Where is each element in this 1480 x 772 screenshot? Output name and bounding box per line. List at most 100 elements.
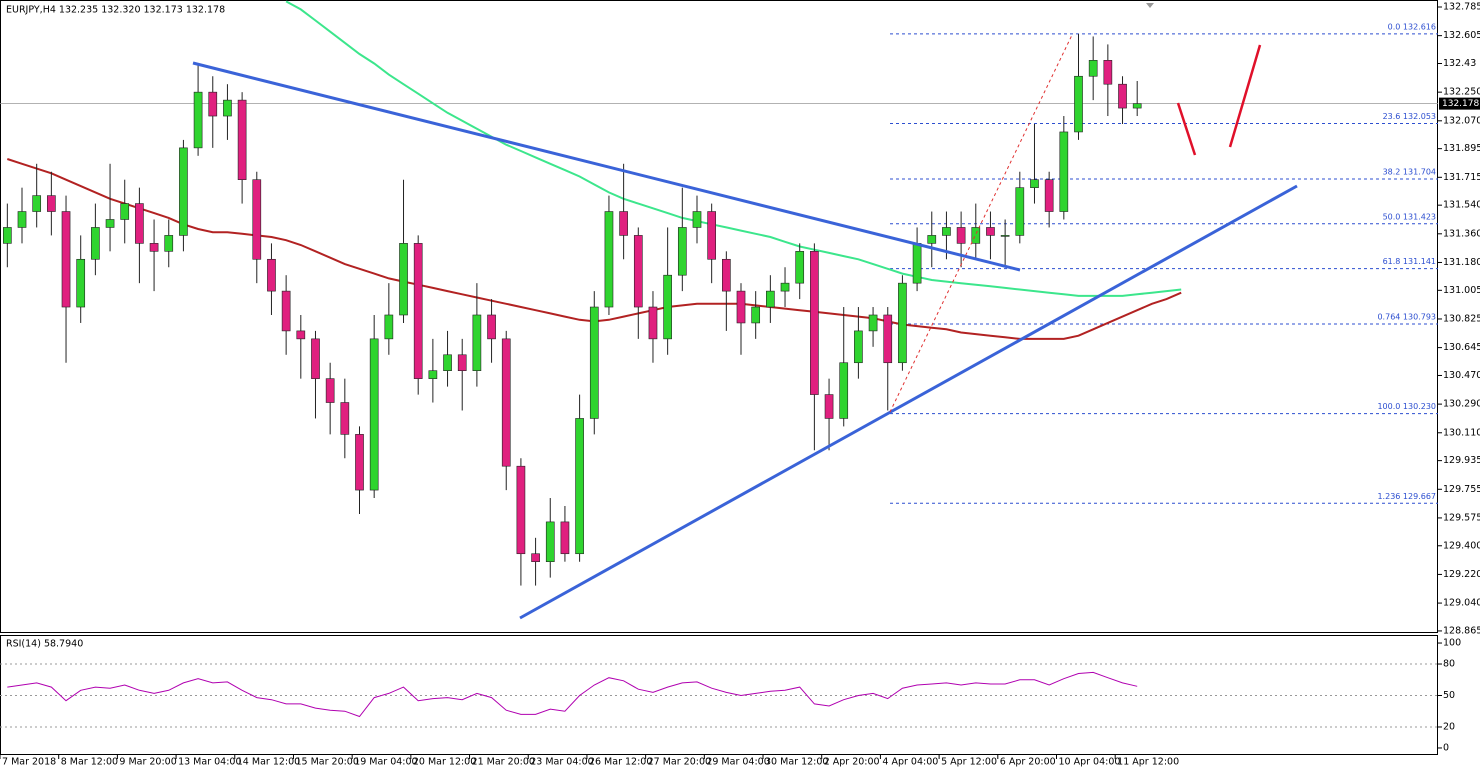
y-tick-label: 131.895 xyxy=(1443,143,1480,154)
candle-body xyxy=(956,227,966,244)
fib-label: 23.6 132.053 xyxy=(1383,112,1436,121)
candle-body xyxy=(311,338,320,379)
x-tick-label: 30 Mar 12:00 xyxy=(765,757,828,768)
y-tick-label: 131.180 xyxy=(1443,257,1480,268)
candle-body xyxy=(1000,235,1010,237)
y-tick-label: 132.785 xyxy=(1443,2,1480,13)
rsi-tick-label: 100 xyxy=(1443,638,1461,649)
candle-body xyxy=(663,274,672,340)
y-tick-label: 130.470 xyxy=(1443,370,1480,381)
candle-body xyxy=(722,258,731,292)
arrow-sketch xyxy=(1228,44,1262,148)
candle-body xyxy=(560,521,570,555)
candle-body xyxy=(384,314,394,340)
y-tick-label: 131.540 xyxy=(1443,200,1480,211)
y-tick-label: 131.360 xyxy=(1443,228,1480,239)
x-tick-label: 29 Mar 04:00 xyxy=(706,757,769,768)
x-tick-label: 13 Mar 04:00 xyxy=(178,757,241,768)
candle-body xyxy=(692,211,702,228)
fib-label: 100.0 130.230 xyxy=(1377,402,1436,411)
fib-label: 50.0 131.423 xyxy=(1383,212,1436,221)
trend-line xyxy=(519,184,1298,620)
candle-body xyxy=(193,91,203,149)
candle-body xyxy=(223,99,232,117)
candle-body xyxy=(751,306,761,324)
x-tick-label: 9 Mar 20:00 xyxy=(119,757,176,768)
fib-label: 0.764 130.793 xyxy=(1377,313,1436,322)
x-tick-label: 6 Apr 20:00 xyxy=(1000,757,1056,768)
candle-body xyxy=(472,314,482,371)
candle-body xyxy=(267,258,276,292)
x-tick-label: 19 Mar 04:00 xyxy=(354,757,417,768)
candle-body xyxy=(1015,187,1025,236)
fib-anchor-line xyxy=(889,34,1073,413)
y-tick-label: 130.645 xyxy=(1443,342,1480,353)
candle-body xyxy=(164,235,174,252)
y-tick-label: 131.005 xyxy=(1443,285,1480,296)
y-tick-label: 129.040 xyxy=(1443,598,1480,609)
symbol-header: EURJPY,H4 132.235 132.320 132.173 132.17… xyxy=(6,5,225,16)
y-tick-label: 129.575 xyxy=(1443,512,1480,523)
candle-body xyxy=(105,219,115,228)
candle-body xyxy=(1088,60,1098,77)
candle-body xyxy=(604,211,614,308)
candle-body xyxy=(91,227,100,260)
candle-body xyxy=(516,465,526,555)
candle-body xyxy=(1132,103,1142,109)
candle-body xyxy=(545,521,555,562)
candle-body xyxy=(281,290,291,332)
y-tick-label: 132.070 xyxy=(1443,115,1480,126)
candle-body xyxy=(1030,179,1039,188)
candle-body xyxy=(457,354,467,371)
candle-body xyxy=(736,290,746,324)
candle-body xyxy=(135,203,144,244)
x-tick-label: 21 Mar 20:00 xyxy=(472,757,535,768)
candle-body xyxy=(355,434,364,491)
x-tick-label: 27 Mar 20:00 xyxy=(648,757,711,768)
candle-body xyxy=(208,91,218,117)
candle-body xyxy=(824,394,834,419)
candle-body xyxy=(589,306,599,419)
x-tick-label: 15 Mar 20:00 xyxy=(295,757,358,768)
y-tick-label: 129.220 xyxy=(1443,569,1480,580)
fib-label: 61.8 131.141 xyxy=(1383,257,1436,266)
candle-body xyxy=(296,330,306,340)
candle-body xyxy=(428,370,438,379)
candle-body xyxy=(883,314,893,364)
candle-body xyxy=(325,378,335,403)
x-tick-label: 2 Apr 20:00 xyxy=(824,757,880,768)
candle-body xyxy=(986,227,995,236)
price-tag-label: 132.178 xyxy=(1442,99,1479,109)
candle-body xyxy=(677,227,687,276)
candle-body xyxy=(340,402,350,435)
candle-body xyxy=(707,211,716,260)
candle-body xyxy=(633,235,643,308)
rsi-tick-label: 20 xyxy=(1443,721,1455,732)
trend-line xyxy=(192,61,1021,272)
candle-body xyxy=(912,243,922,284)
candle-body xyxy=(47,195,56,212)
candle-body xyxy=(1059,131,1069,212)
x-tick-label: 4 Apr 04:00 xyxy=(882,757,938,768)
candle-body xyxy=(487,314,496,340)
candle-body xyxy=(237,99,247,180)
candle-body xyxy=(1118,83,1127,109)
candle-body xyxy=(810,251,819,395)
candle-body xyxy=(179,147,188,236)
y-tick-label: 131.715 xyxy=(1443,172,1480,183)
candle-body xyxy=(854,330,863,364)
candle-body xyxy=(413,243,423,379)
candle-body xyxy=(1103,60,1113,85)
rsi-tick-label: 50 xyxy=(1443,690,1455,701)
rsi-line xyxy=(7,671,1138,718)
price-tag xyxy=(1439,97,1480,110)
candle-body xyxy=(76,258,86,308)
candle-body xyxy=(501,338,511,467)
fib-label: 1.236 129.667 xyxy=(1377,492,1436,501)
rsi-tick-label: 80 xyxy=(1443,659,1455,670)
x-tick-label: 11 Apr 12:00 xyxy=(1117,757,1179,768)
moving-average xyxy=(285,0,1182,297)
y-tick-label: 132.43 xyxy=(1443,58,1476,69)
rsi-tick-label: 0 xyxy=(1443,742,1449,753)
